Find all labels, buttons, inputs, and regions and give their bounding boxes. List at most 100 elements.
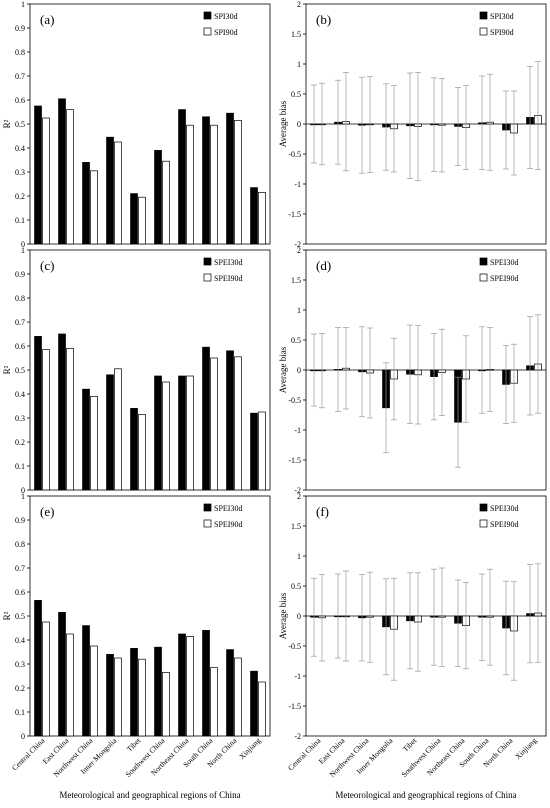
bar-spi30d-north-china <box>226 112 234 245</box>
chart-panel-4: -2 -1.5 -1 -0.5 0 0.5 1 1.5 2 Average bias (d) SPEI… <box>278 246 547 495</box>
legend-entry: SPEI90d <box>214 274 242 283</box>
y-tick-label: 1.5 <box>291 30 301 39</box>
x-axis-label-right: Meteorological and geographical regions … <box>335 790 516 800</box>
bar-spei90d-east-china <box>66 633 74 737</box>
y-tick-label: -1 <box>294 426 301 435</box>
y-tick-label: 0.1 <box>15 216 25 225</box>
panel-label: (d) <box>316 258 331 273</box>
y-tick-label: -1 <box>294 672 301 681</box>
legend-entry: SPEI90d <box>490 520 518 529</box>
legend-swatch <box>479 273 488 282</box>
y-tick-label: 2 <box>297 492 301 501</box>
x-category-label: Tibet <box>401 735 419 753</box>
y-tick-label: 0.9 <box>15 270 25 279</box>
bar-spei90d-southwest-china <box>162 381 170 491</box>
legend-entry: SPI30d <box>490 12 514 21</box>
legend-entry: SPEI30d <box>214 504 242 513</box>
legend-entry: SPI90d <box>214 28 238 37</box>
y-tick-label: 0.7 <box>15 564 25 573</box>
y-axis-label: R² <box>2 611 12 620</box>
panel-label: (f) <box>316 504 329 519</box>
legend-entry: SPI30d <box>214 12 238 21</box>
bar-spei90d-central-china <box>42 621 50 737</box>
y-tick-label: -2 <box>294 486 301 495</box>
bar-spi30d-tibet <box>130 193 138 245</box>
plot-frame <box>29 495 271 737</box>
bar-spei30d-north-china <box>226 350 234 491</box>
bar-spi90d-northeast-china <box>186 124 194 245</box>
y-tick-label: 0.5 <box>15 366 25 375</box>
panel-label: (e) <box>40 504 54 519</box>
y-tick-label: 0.1 <box>15 462 25 471</box>
y-tick-label: 0.5 <box>291 336 301 345</box>
y-axis-label: Average bias <box>278 592 288 639</box>
y-tick-label: -1 <box>294 180 301 189</box>
y-tick-label: 0.6 <box>15 588 25 597</box>
chart-panel-6: -2 -1.5 -1 -0.5 0 0.5 1 1.5 2 Average bias (f) SPEI… <box>278 492 547 779</box>
y-tick-label: 0 <box>297 366 301 375</box>
legend-swatch <box>203 257 212 266</box>
bar-spei30d-inner-mongolia <box>106 374 114 491</box>
y-tick-label: 0.8 <box>15 48 25 57</box>
y-axis-label: R² <box>2 365 12 374</box>
bar-spi90d-northwest-china <box>90 170 98 245</box>
legend-swatch <box>479 503 488 512</box>
y-tick-label: 0.2 <box>15 438 25 447</box>
y-tick-label: 0.1 <box>15 708 25 717</box>
bar-spi30d-southwest-china <box>154 150 162 245</box>
bar-spei30d-xinjiang <box>250 412 258 491</box>
x-category-label: Xinjiang <box>237 736 262 761</box>
bar-spei30d-northeast-china <box>178 375 186 491</box>
bar-spei30d-northeast-china <box>178 633 186 737</box>
y-tick-label: 0.9 <box>15 24 25 33</box>
y-tick-label: 1.5 <box>291 276 301 285</box>
y-tick-label: 0.9 <box>15 516 25 525</box>
y-tick-label: -2 <box>294 732 301 741</box>
bar-spei90d-central-china <box>42 349 50 491</box>
y-tick-label: -0.5 <box>288 642 301 651</box>
panel-label: (a) <box>40 12 54 27</box>
bar-spei30d-tibet <box>130 408 138 491</box>
bar-spei90d-tibet <box>138 414 146 491</box>
y-tick-label: -0.5 <box>288 396 301 405</box>
y-tick-label: 2 <box>297 246 301 255</box>
bar-spi30d-northwest-china <box>82 162 90 245</box>
bar-spei90d-northwest-china <box>90 396 98 491</box>
y-tick-label: 0 <box>21 240 25 249</box>
bar-spei30d-northwest-china <box>82 625 90 737</box>
y-axis-label: Average bias <box>278 100 288 147</box>
y-tick-label: 1 <box>21 0 25 9</box>
legend-entry: SPEI90d <box>490 274 518 283</box>
y-tick-label: 2 <box>297 0 301 9</box>
y-tick-label: 0.5 <box>15 120 25 129</box>
y-tick-label: 1 <box>21 246 25 255</box>
bar-spi90d-north-china <box>234 120 242 245</box>
y-tick-label: 0.8 <box>15 540 25 549</box>
bar-spei30d-xinjiang <box>250 670 258 737</box>
y-tick-label: 0.6 <box>15 96 25 105</box>
y-tick-label: -0.5 <box>288 150 301 159</box>
chart-panel-2: -2 -1.5 -1 -0.5 0 0.5 1 1.5 2 Average bias (b) SPI3… <box>278 0 547 249</box>
bar-spei90d-tibet <box>138 658 146 737</box>
y-tick-label: 0.5 <box>15 612 25 621</box>
bar-spi90d-south-china <box>210 124 218 245</box>
bar-spei90d-north-china <box>234 657 242 737</box>
legend-swatch <box>203 27 212 36</box>
legend-swatch <box>479 257 488 266</box>
bar-spi30d-xinjiang <box>250 187 258 245</box>
bar-spei30d-southwest-china <box>154 646 162 737</box>
chart-panel-5: 0 0.1 0.2 0.3 0.4 0.5 0.6 0.7 0.8 0.9 1 R² (e) SPEI30… <box>2 492 271 779</box>
bar-spei90d-inner-mongolia <box>114 368 122 491</box>
legend-swatch <box>203 503 212 512</box>
legend-swatch <box>479 519 488 528</box>
x-category-label: Tibet <box>125 735 143 753</box>
bar-spi90d-central-china <box>42 117 50 245</box>
y-tick-label: 0.2 <box>15 684 25 693</box>
y-tick-label: -2 <box>294 240 301 249</box>
legend-swatch <box>203 273 212 282</box>
bar-spei30d-inner-mongolia <box>106 654 114 737</box>
y-tick-label: 0 <box>297 120 301 129</box>
y-tick-label: 1 <box>297 552 301 561</box>
y-tick-label: -1.5 <box>288 210 301 219</box>
y-tick-label: 0.5 <box>291 582 301 591</box>
